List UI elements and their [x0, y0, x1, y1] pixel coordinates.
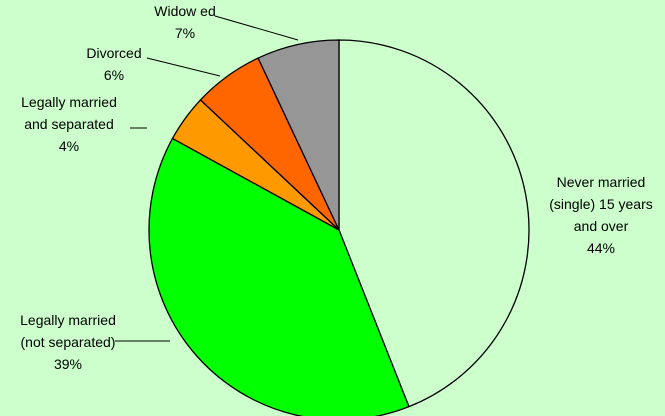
leader-lines-layer: [115, 15, 299, 342]
slice-name-line-4: Widow ed: [154, 3, 215, 19]
slice-label-1: Legally married (not separated) 39%: [20, 312, 116, 372]
slice-percent-1: 39%: [54, 356, 82, 372]
slice-label-0: Never married (single) 15 years and over 44…: [549, 174, 653, 256]
labels-layer: Never married (single) 15 years and over 44…: [20, 3, 653, 372]
slice-name-line-1: (not separated): [21, 334, 116, 350]
slice-name-line-3: Divorced: [86, 45, 141, 61]
slice-name-line-1: Legally married: [20, 312, 116, 328]
slice-label-3: Divorced 6%: [86, 45, 141, 83]
slice-percent-3: 6%: [104, 67, 124, 83]
leader-line-4: [214, 15, 299, 41]
slice-label-4: Widow ed 7%: [154, 3, 215, 41]
slice-name-line-0: and over: [574, 218, 629, 234]
slice-name-line-2: Legally married: [21, 94, 117, 110]
slice-label-2: Legally married and separated 4%: [21, 94, 117, 154]
slices-layer: [148, 39, 530, 416]
slice-name-line-0: Never married: [557, 174, 646, 190]
slice-name-line-2: and separated: [24, 116, 114, 132]
slice-percent-0: 44%: [587, 240, 615, 256]
slice-percent-2: 4%: [59, 138, 79, 154]
pie-slice-4: [257, 39, 340, 231]
leader-line-3: [146, 57, 221, 77]
pie-slice-0: [338, 39, 530, 408]
slice-name-line-0: (single) 15 years: [549, 196, 653, 212]
slice-percent-4: 7%: [175, 25, 195, 41]
pie-slice-1: [148, 137, 410, 416]
